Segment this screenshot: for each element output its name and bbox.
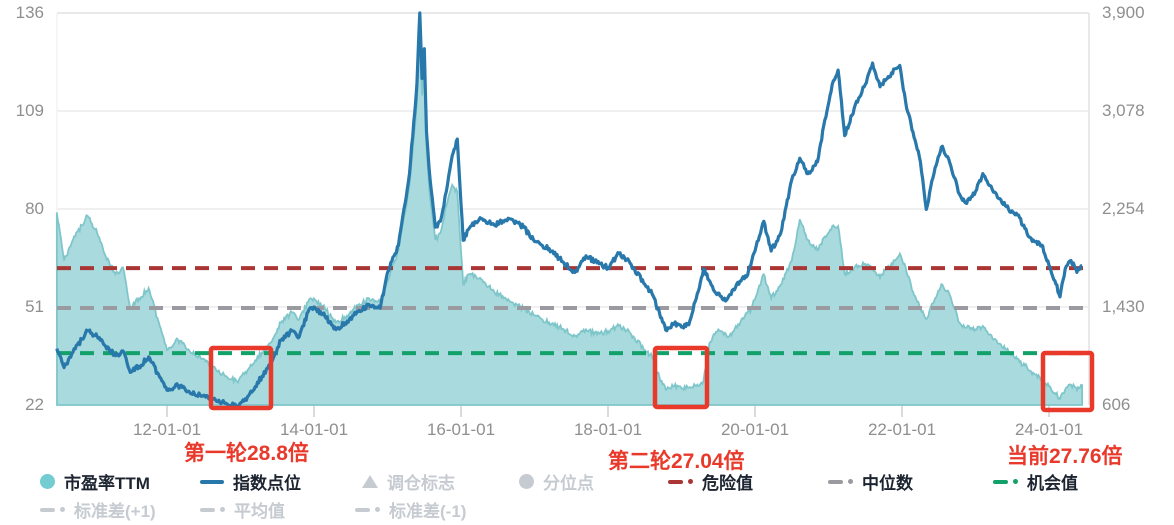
legend-item-median-value[interactable]: 中位数: [828, 469, 913, 494]
legend-label: 标准差(-1): [389, 502, 467, 521]
annotation-round-1: 第一轮28.8倍: [184, 442, 309, 465]
legend-label: 市盈率TTM: [64, 474, 150, 493]
legend-item-rebalance-marker[interactable]: 调仓标志: [362, 469, 455, 494]
mean-value-legend-dashdot-icon: [200, 507, 225, 512]
index-level-legend-line-icon: [200, 479, 224, 484]
annotation-current: 当前27.76倍: [1007, 445, 1123, 468]
legend-item-stddev-minus1[interactable]: 标准差(-1): [355, 497, 466, 522]
legend-item-stddev-plus1[interactable]: 标准差(+1): [40, 497, 156, 522]
stddev-plus1-legend-dashdot-icon: [40, 507, 65, 512]
legend-item-pe-ttm[interactable]: 市盈率TTM: [40, 469, 150, 494]
legend-item-percentile-point[interactable]: 分位点: [519, 469, 594, 494]
legend-label: 标准差(+1): [74, 502, 156, 521]
legend-item-opportunity-value[interactable]: 机会值: [993, 469, 1078, 494]
highlight-box-round-2: [652, 345, 710, 410]
percentile-point-legend-circle-icon: [519, 474, 534, 489]
highlight-box-round-3: [1040, 350, 1095, 413]
median-value-legend-dashdot-icon: [828, 479, 853, 484]
legend-label: 中位数: [862, 474, 913, 493]
index-line-series: [55, 11, 1083, 410]
pe-ttm-legend-circle-icon: [40, 474, 55, 489]
legend-label: 调仓标志: [387, 474, 455, 493]
legend-label: 危险值: [702, 474, 753, 493]
danger-value-legend-dashdot-icon: [668, 479, 693, 484]
legend-item-mean-value[interactable]: 平均值: [200, 497, 285, 522]
legend-label: 机会值: [1027, 474, 1078, 493]
legend-item-index-level[interactable]: 指数点位: [200, 469, 301, 494]
opportunity-value-legend-dashdot-icon: [993, 479, 1018, 484]
annotation-round-2: 第二轮27.04倍: [608, 450, 745, 473]
legend-label: 分位点: [543, 474, 594, 493]
legend-label: 平均值: [234, 502, 285, 521]
legend-label: 指数点位: [233, 474, 301, 493]
rebalance-marker-legend-triangle-icon: [362, 475, 378, 488]
legend-item-danger-value[interactable]: 危险值: [668, 469, 753, 494]
highlight-box-round-1: [208, 345, 274, 411]
stddev-minus1-legend-dashdot-icon: [355, 507, 380, 512]
